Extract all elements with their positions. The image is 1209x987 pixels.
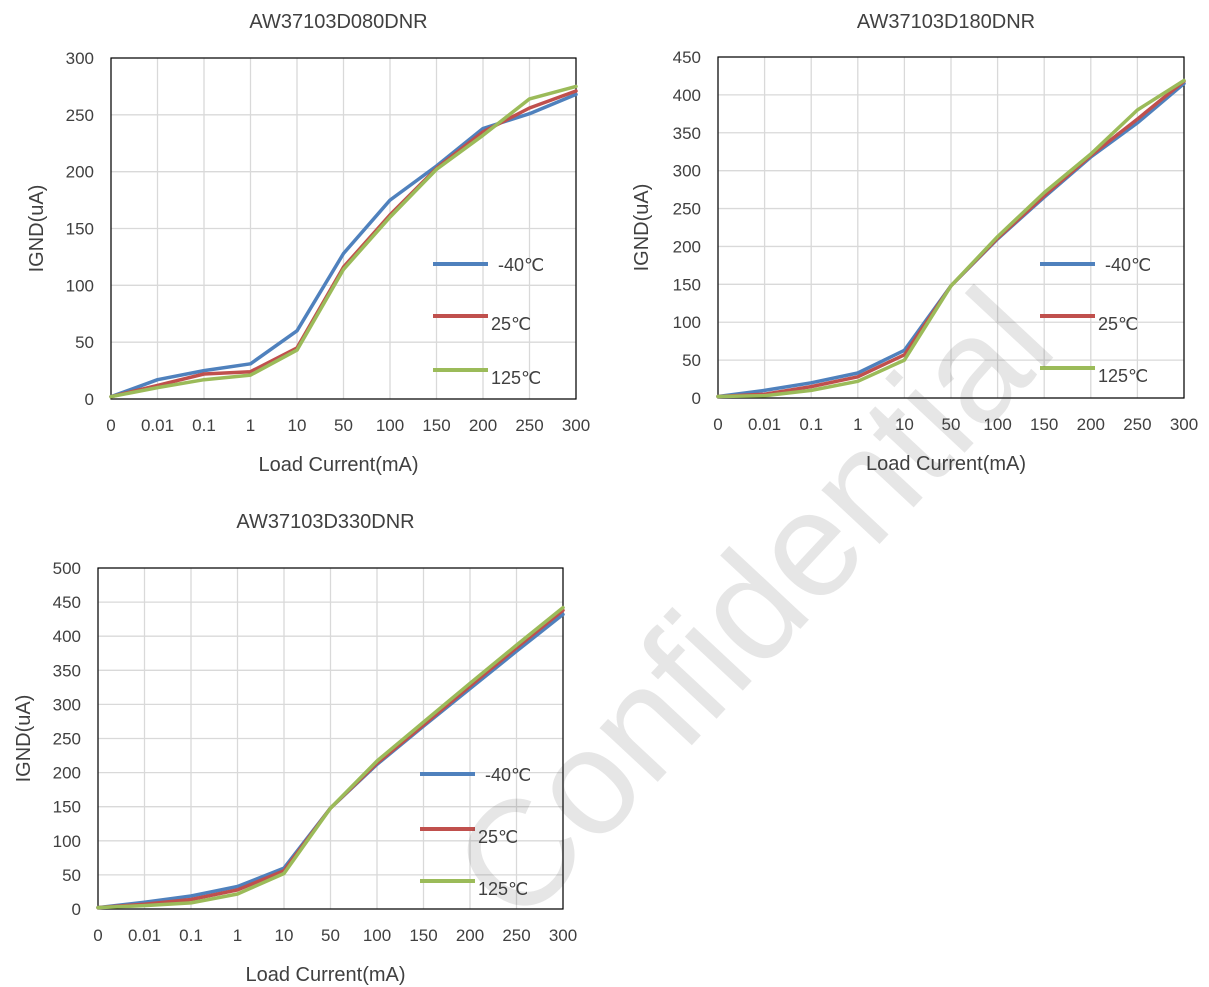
x-axis-label: Load Current(mA): [245, 964, 405, 986]
y-tick-label: 350: [53, 661, 81, 680]
x-tick-label: 150: [422, 416, 450, 435]
y-tick-label: 500: [53, 559, 81, 578]
x-tick-label: 200: [1077, 415, 1105, 434]
x-tick-label: 0: [713, 415, 722, 434]
y-tick-label: 250: [673, 200, 701, 219]
x-tick-label: 200: [456, 926, 484, 945]
x-tick-label: 50: [942, 415, 961, 434]
chart-title: AW37103D180DNR: [857, 11, 1035, 33]
chart-aw37103d330dnr: AW37103D330DNR05010015020025030035040045…: [0, 500, 605, 987]
x-tick-label: 0.1: [179, 926, 203, 945]
legend-label: -40℃: [485, 765, 531, 785]
x-axis-label: Load Current(mA): [258, 454, 418, 476]
x-tick-label: 150: [409, 926, 437, 945]
x-tick-label: 250: [502, 926, 530, 945]
legend-label: -40℃: [498, 255, 544, 275]
y-tick-label: 200: [53, 764, 81, 783]
x-tick-label: 50: [334, 416, 353, 435]
y-tick-label: 150: [66, 220, 94, 239]
y-tick-label: 150: [673, 275, 701, 294]
x-tick-label: 0.1: [192, 416, 216, 435]
legend-label: -40℃: [1105, 255, 1151, 275]
y-axis-label: IGND(uA): [13, 695, 35, 783]
legend-label: 125℃: [478, 879, 528, 899]
legend-label: 25℃: [478, 827, 518, 847]
legend-label: 25℃: [491, 314, 531, 334]
y-tick-label: 100: [53, 832, 81, 851]
x-tick-label: 150: [1030, 415, 1058, 434]
x-tick-label: 50: [321, 926, 340, 945]
x-tick-label: 250: [515, 416, 543, 435]
x-tick-label: 0: [106, 416, 115, 435]
y-tick-label: 300: [53, 695, 81, 714]
y-tick-label: 100: [673, 313, 701, 332]
y-tick-label: 300: [66, 49, 94, 68]
y-tick-label: 450: [53, 593, 81, 612]
x-tick-label: 0.01: [141, 416, 174, 435]
x-tick-label: 0: [93, 926, 102, 945]
y-tick-label: 0: [85, 390, 94, 409]
y-tick-label: 200: [673, 237, 701, 256]
y-tick-label: 50: [682, 351, 701, 370]
y-tick-label: 50: [75, 333, 94, 352]
y-axis-label: IGND(uA): [631, 184, 653, 272]
y-tick-label: 150: [53, 798, 81, 817]
x-tick-label: 10: [275, 926, 294, 945]
y-tick-label: 250: [66, 106, 94, 125]
x-tick-label: 1: [233, 926, 242, 945]
x-tick-label: 300: [562, 416, 590, 435]
x-axis-label: Load Current(mA): [866, 453, 1026, 475]
chart-title: AW37103D330DNR: [236, 511, 414, 533]
y-axis-label: IGND(uA): [26, 185, 48, 273]
y-tick-label: 400: [673, 86, 701, 105]
x-tick-label: 1: [853, 415, 862, 434]
x-tick-label: 0.1: [799, 415, 823, 434]
y-tick-label: 50: [62, 866, 81, 885]
y-tick-label: 250: [53, 730, 81, 749]
y-tick-label: 450: [673, 48, 701, 67]
x-tick-label: 100: [363, 926, 391, 945]
x-tick-label: 10: [895, 415, 914, 434]
x-tick-label: 0.01: [128, 926, 161, 945]
legend-label: 125℃: [1098, 366, 1148, 386]
legend-label: 125℃: [491, 368, 541, 388]
x-tick-label: 200: [469, 416, 497, 435]
y-tick-label: 0: [72, 900, 81, 919]
x-tick-label: 100: [376, 416, 404, 435]
x-tick-label: 250: [1123, 415, 1151, 434]
x-tick-label: 1: [246, 416, 255, 435]
chart-title: AW37103D080DNR: [249, 11, 427, 33]
x-tick-label: 100: [983, 415, 1011, 434]
y-tick-label: 350: [673, 124, 701, 143]
x-tick-label: 300: [1170, 415, 1198, 434]
legend-label: 25℃: [1098, 314, 1138, 334]
x-tick-label: 0.01: [748, 415, 781, 434]
x-tick-label: 10: [288, 416, 307, 435]
chart-aw37103d180dnr: AW37103D180DNR05010015020025030035040045…: [605, 0, 1209, 490]
y-tick-label: 0: [692, 389, 701, 408]
y-tick-label: 200: [66, 163, 94, 182]
y-tick-label: 100: [66, 276, 94, 295]
x-tick-label: 300: [549, 926, 577, 945]
y-tick-label: 400: [53, 627, 81, 646]
y-tick-label: 300: [673, 162, 701, 181]
